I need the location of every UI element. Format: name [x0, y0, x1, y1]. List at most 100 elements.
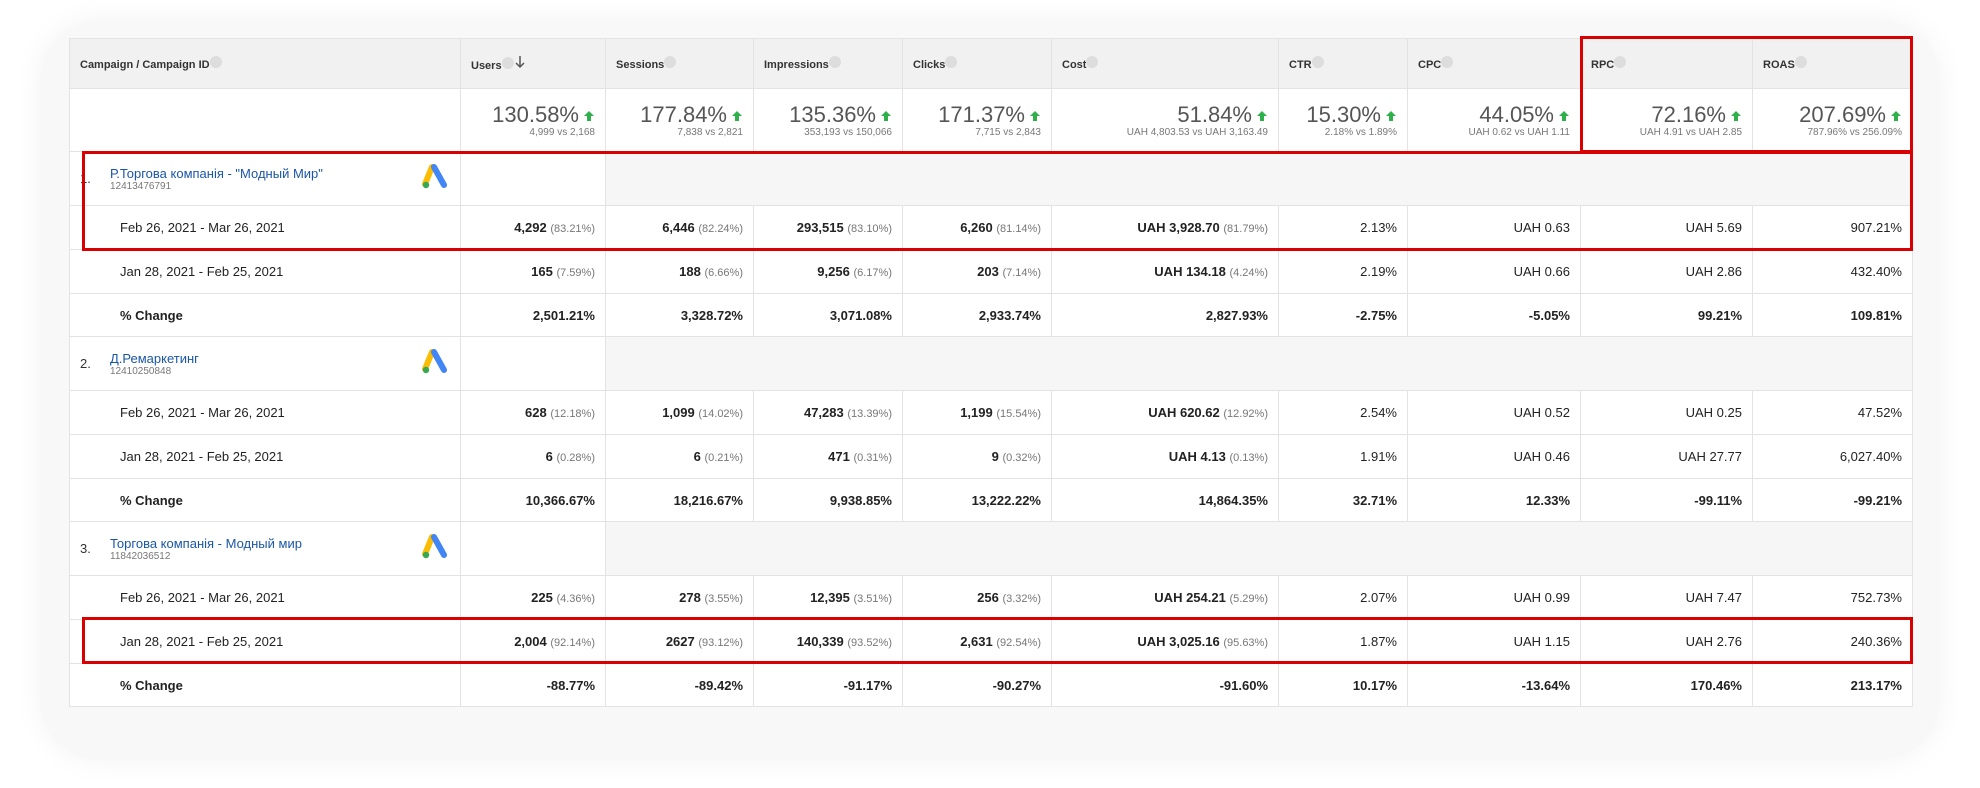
metric-cell: UAH 3,025.16 (95.63%) — [1051, 619, 1279, 664]
metric-value: UAH 0.66 — [1513, 264, 1570, 279]
metric-value: 10.17% — [1352, 677, 1397, 693]
metric-share: (3.55%) — [704, 593, 743, 605]
metric-value: 9 — [991, 449, 999, 464]
metric-cell: 2627 (93.12%) — [605, 619, 754, 664]
metric-cell: 1.87% — [1278, 619, 1408, 664]
metric-cell: 13,222.22% — [902, 478, 1052, 522]
campaign-info: 2. Д.Ремаркетинг 12410250848 — [80, 349, 450, 378]
metric-share: (95.63%) — [1223, 637, 1268, 649]
metric-cell: 213.17% — [1752, 663, 1913, 707]
metric-value: 432.40% — [1850, 264, 1902, 279]
metric-cell: 12.33% — [1407, 478, 1581, 522]
summary-cell: 207.69% 787.96% vs 256.09% — [1752, 88, 1913, 152]
change-value: 44.05% — [1479, 101, 1554, 127]
data-row: Feb 26, 2021 - Mar 26, 2021 225 (4.36%) 27… — [69, 575, 1913, 620]
metric-value: 4,292 — [514, 220, 547, 235]
column-header[interactable]: Sessions — [605, 38, 754, 89]
metric-cell: UAH 0.25 — [1580, 390, 1753, 435]
sort-arrow — [514, 56, 526, 72]
summary-change: 171.37% — [913, 102, 1041, 127]
metric-cell: UAH 0.63 — [1407, 205, 1581, 250]
up-arrow — [1029, 103, 1041, 127]
metric-cell: 6 (0.21%) — [605, 434, 754, 479]
metric-cell: 18,216.67% — [605, 478, 754, 522]
column-header[interactable]: CTR — [1278, 38, 1408, 89]
header-content: Clicks — [913, 56, 958, 71]
metric-value: UAH 254.21 — [1154, 590, 1226, 605]
metric-value: 6,027.40% — [1839, 449, 1902, 464]
summary-cell: 15.30% 2.18% vs 1.89% — [1278, 88, 1408, 152]
change-value: 207.69% — [1799, 101, 1886, 127]
header-content: CTR — [1289, 56, 1324, 71]
column-header[interactable]: Impressions — [753, 38, 903, 89]
summary-change: 51.84% — [1062, 102, 1268, 127]
metric-value: 165 — [531, 264, 553, 279]
metric-cell: 6,027.40% — [1752, 434, 1913, 479]
campaign-text: Д.Ремаркетинг 12410250848 — [110, 351, 422, 377]
up-arrow — [1558, 103, 1570, 127]
campaign-index: 2. — [80, 356, 91, 371]
column-header[interactable]: CPC — [1407, 38, 1581, 89]
metric-value: 12,395 — [810, 590, 850, 605]
column-header[interactable]: RPC — [1580, 38, 1753, 89]
metric-cell: UAH 134.18 (4.24%) — [1051, 249, 1279, 294]
summary-compare: 7,715 vs 2,843 — [975, 126, 1041, 138]
metric-value: UAH 1.15 — [1513, 634, 1570, 649]
sort-arrow-svg — [515, 56, 525, 69]
row-label: Feb 26, 2021 - Mar 26, 2021 — [69, 205, 461, 250]
column-header[interactable]: Users — [460, 38, 606, 89]
metric-value: -91.17% — [843, 677, 892, 693]
column-title: Sessions — [616, 59, 665, 71]
metric-cell: 6,446 (82.24%) — [605, 205, 754, 250]
metric-cell: UAH 2.86 — [1580, 249, 1753, 294]
metric-cell: 10,366.67% — [460, 478, 606, 522]
metric-share: (83.21%) — [550, 223, 595, 235]
metric-cell: 471 (0.31%) — [753, 434, 903, 479]
metric-cell: UAH 254.21 (5.29%) — [1051, 575, 1279, 620]
data-row: % Change -88.77% -89.42% -91.17% -90.27% -91.… — [69, 663, 1913, 707]
google-ads-logo — [422, 534, 450, 563]
column-header[interactable]: Clicks — [902, 38, 1052, 89]
summary-cell: 177.84% 7,838 vs 2,821 — [605, 88, 754, 152]
up-arrow — [1385, 103, 1397, 127]
campaign-row: 3. Торгова компанія - Модный мир 118420365… — [69, 521, 1913, 576]
metric-value: 9,938.85% — [829, 492, 892, 508]
campaign-text: Торгова компанія - Модный мир 11842036512 — [110, 536, 422, 562]
campaign-name[interactable]: Торгова компанія - Модный мир — [110, 535, 302, 551]
metric-cell: UAH 0.52 — [1407, 390, 1581, 435]
help-icon — [1614, 56, 1627, 68]
campaign-name[interactable]: Д.Ремаркетинг — [110, 350, 199, 366]
metric-value: 188 — [679, 264, 701, 279]
metric-cell: -2.75% — [1278, 293, 1408, 337]
metric-share: (0.13%) — [1229, 452, 1268, 464]
metric-share: (0.21%) — [704, 452, 743, 464]
metric-cell: 2,004 (92.14%) — [460, 619, 606, 664]
metric-value: 278 — [679, 590, 701, 605]
column-header[interactable]: Cost — [1051, 38, 1279, 89]
metric-value: UAH 4.13 — [1168, 449, 1226, 464]
summary-change: 72.16% — [1591, 102, 1742, 127]
up-arrow-svg — [1731, 110, 1741, 121]
metric-cell: 907.21% — [1752, 205, 1913, 250]
column-header[interactable]: Campaign / Campaign ID — [69, 38, 461, 89]
metric-value: 225 — [531, 590, 553, 605]
metric-cell: 6 (0.28%) — [460, 434, 606, 479]
summary-cell: 72.16% UAH 4.91 vs UAH 2.85 — [1580, 88, 1753, 152]
metric-value: -91.60% — [1219, 677, 1268, 693]
metric-value: 2627 — [665, 634, 695, 649]
metric-value: 109.81% — [1850, 307, 1902, 323]
data-row: Jan 28, 2021 - Feb 25, 2021 2,004 (92.14%… — [69, 619, 1913, 664]
metric-value: 12.33% — [1525, 492, 1570, 508]
column-header[interactable]: ROAS — [1752, 38, 1913, 89]
metric-cell: 188 (6.66%) — [605, 249, 754, 294]
campaign-info: 3. Торгова компанія - Модный мир 118420365… — [80, 534, 450, 563]
campaign-name[interactable]: Р.Торгова компанія - "Модный Мир" — [110, 165, 323, 181]
metric-share: (12.18%) — [550, 408, 595, 420]
metric-share: (0.28%) — [556, 452, 595, 464]
metric-cell: 1.91% — [1278, 434, 1408, 479]
up-arrow-svg — [1559, 110, 1569, 121]
metric-cell: UAH 1.15 — [1407, 619, 1581, 664]
metric-cell: 2.07% — [1278, 575, 1408, 620]
column-title: CPC — [1418, 59, 1442, 71]
metric-value: 10,366.67% — [525, 492, 595, 508]
